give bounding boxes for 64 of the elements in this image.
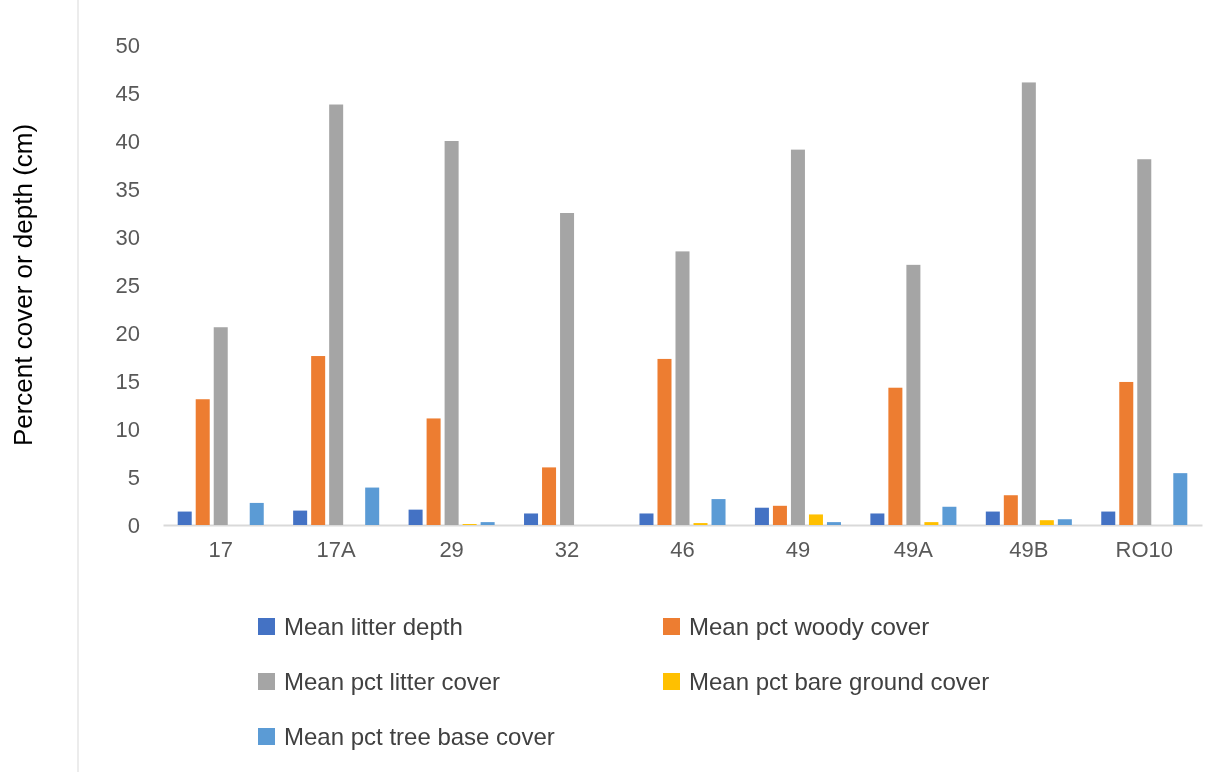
x-tick-label: 17A — [316, 536, 357, 562]
bar — [772, 505, 787, 525]
x-tick-label: RO10 — [1115, 536, 1174, 562]
x-tick-label: 32 — [554, 536, 580, 562]
bar — [408, 509, 423, 525]
bar — [177, 511, 192, 525]
y-tick-label: 0 — [127, 512, 140, 538]
y-tick-label: 5 — [127, 464, 140, 490]
bar — [329, 104, 344, 525]
bar — [365, 487, 380, 525]
x-tick-label: 29 — [439, 536, 464, 562]
bar — [1021, 82, 1036, 525]
bar — [213, 327, 228, 525]
y-tick-label: 35 — [115, 176, 140, 202]
bar — [1137, 159, 1152, 525]
bar — [870, 513, 885, 525]
legend-label: Mean pct woody cover — [689, 613, 930, 640]
x-tick-label: 49B — [1009, 536, 1049, 562]
bar — [1057, 519, 1072, 525]
bar — [790, 149, 805, 525]
x-tick-label: 46 — [670, 536, 695, 562]
x-tick-label: 17 — [208, 536, 233, 562]
bar — [675, 251, 690, 525]
legend-label: Mean litter depth — [284, 613, 463, 640]
bar — [293, 510, 308, 525]
bar — [1173, 473, 1188, 525]
legend-label: Mean pct litter cover — [284, 668, 501, 695]
bar — [985, 511, 1000, 525]
bar — [639, 513, 654, 525]
bar — [249, 502, 264, 525]
bar — [711, 499, 726, 525]
y-tick-label: 25 — [115, 272, 140, 298]
y-tick-label: 15 — [115, 368, 140, 394]
bar — [924, 522, 939, 525]
bar — [826, 522, 841, 525]
legend-label: Mean pct tree base cover — [284, 723, 555, 750]
y-tick-label: 10 — [115, 416, 140, 442]
y-axis-title: Percent cover or depth (cm) — [8, 123, 38, 447]
bar — [942, 506, 957, 525]
bar — [1119, 381, 1134, 525]
bar — [1039, 520, 1054, 525]
bar — [195, 399, 210, 525]
bar — [444, 141, 459, 525]
bar — [560, 213, 575, 525]
bar — [808, 514, 823, 525]
y-tick-label: 50 — [115, 32, 140, 58]
bar — [1101, 511, 1116, 525]
x-tick-label: 49A — [893, 536, 934, 562]
y-tick-label: 30 — [115, 224, 140, 250]
bar — [311, 356, 326, 525]
y-tick-label: 45 — [115, 80, 140, 106]
bar — [657, 358, 672, 525]
bar — [524, 513, 539, 525]
bar — [542, 467, 557, 525]
bar — [426, 418, 441, 525]
bar — [906, 264, 921, 525]
y-tick-label: 20 — [115, 320, 140, 346]
bar — [480, 522, 495, 525]
bar — [1003, 495, 1018, 525]
bar — [754, 507, 769, 525]
bar — [888, 387, 903, 525]
y-tick-label: 40 — [115, 128, 140, 154]
legend-label: Mean pct bare ground cover — [689, 668, 990, 695]
x-tick-label: 49 — [785, 536, 811, 562]
